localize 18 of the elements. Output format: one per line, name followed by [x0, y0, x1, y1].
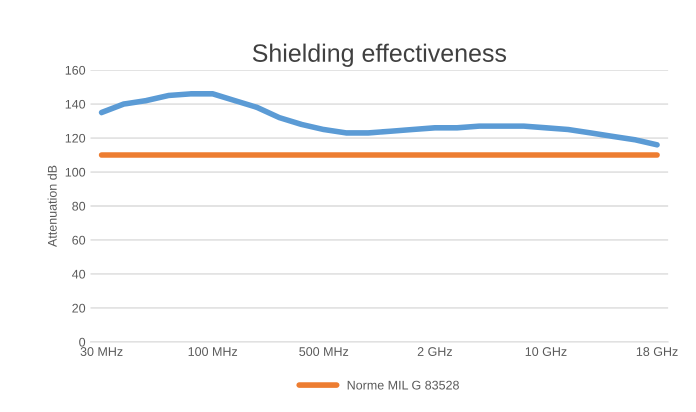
- y-tick-label: 20: [72, 304, 86, 313]
- legend-label: Norme MIL G 83528: [348, 380, 459, 390]
- x-tick-label: 30 MHz: [80, 347, 122, 356]
- y-tick-label: 80: [72, 202, 86, 211]
- chart-title: Shielding effectiveness: [252, 44, 506, 67]
- x-tick-label: 2 GHz: [418, 347, 452, 356]
- x-tick-label: 100 MHz: [188, 347, 238, 356]
- x-tick-label: 500 MHz: [299, 347, 348, 356]
- x-tick-label: 10 GHz: [526, 347, 567, 356]
- y-tick-label: 160: [66, 66, 86, 75]
- y-tick-label: 0: [79, 338, 86, 347]
- y-tick-label: 100: [66, 168, 86, 177]
- x-tick-label: 18 GHz: [636, 347, 678, 356]
- y-tick-label: 140: [66, 100, 86, 109]
- y-tick-label: 120: [66, 134, 86, 143]
- y-tick-label: 60: [72, 236, 86, 245]
- y-tick-label: 40: [72, 270, 86, 279]
- y-axis-title: Attenuation dB: [48, 166, 57, 247]
